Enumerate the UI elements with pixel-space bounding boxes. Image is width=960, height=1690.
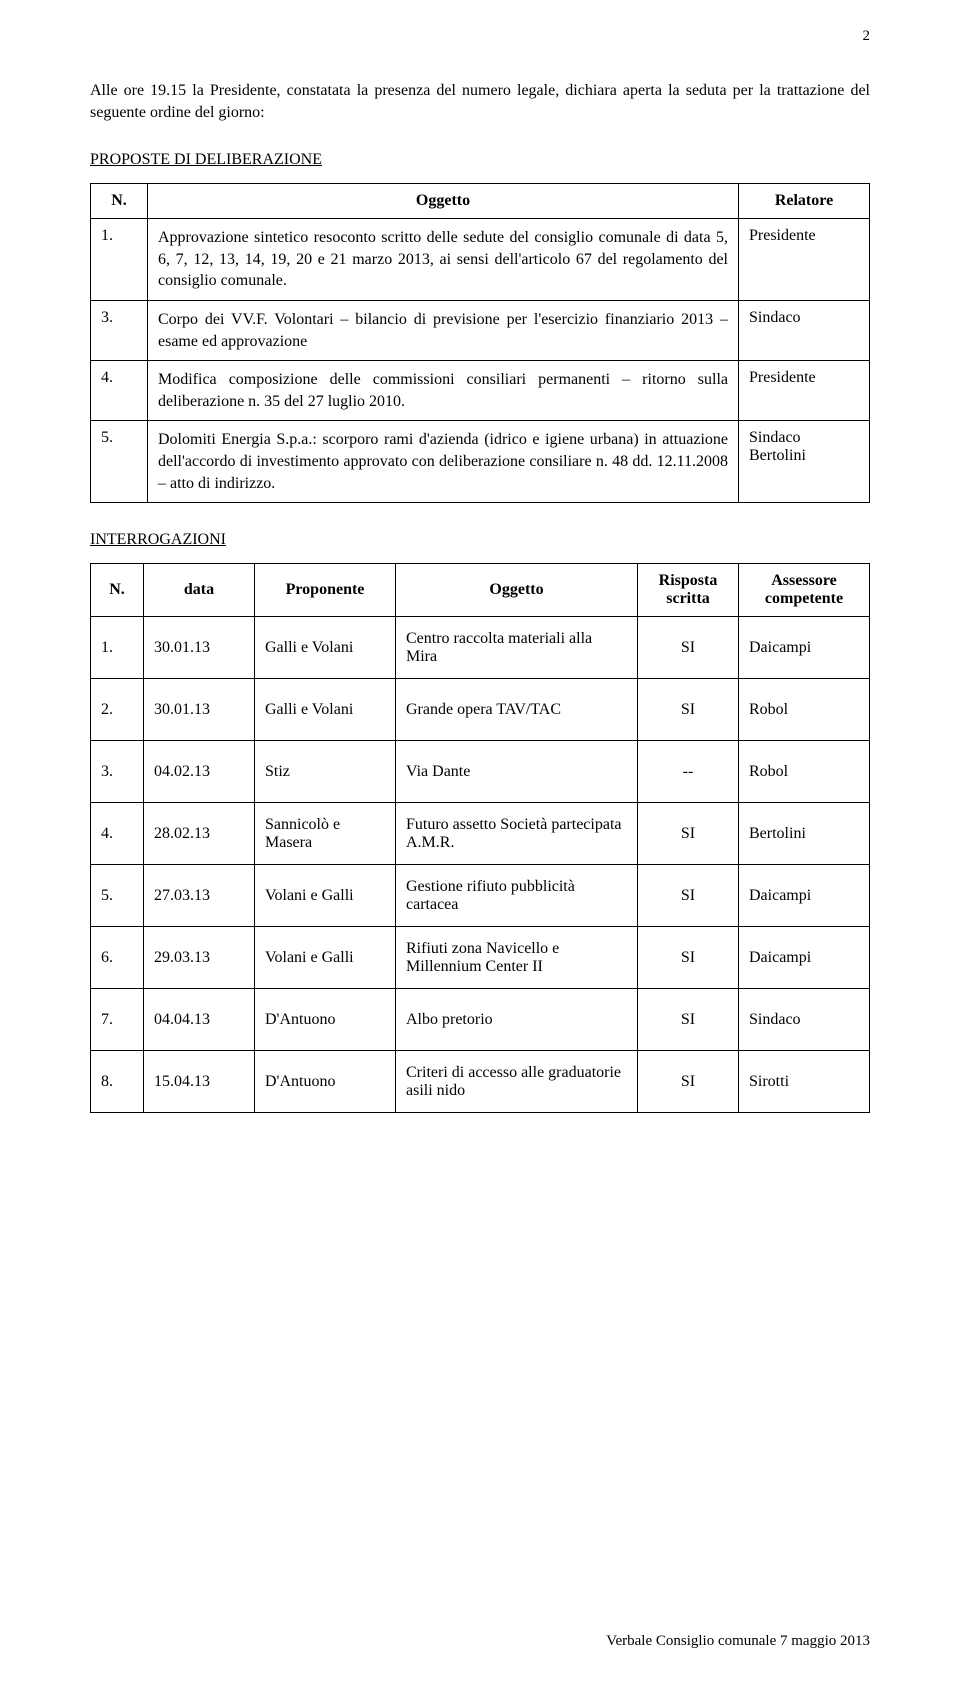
interrogazioni-row: 4.28.02.13Sannicolò e MaseraFuturo asset… [91,803,870,865]
proposte-cell-oggetto: Dolomiti Energia S.p.a.: scorporo rami d… [148,421,739,503]
interrogazioni-cell-oggetto: Rifiuti zona Navicello e Millennium Cent… [396,927,638,989]
proposte-row: 5.Dolomiti Energia S.p.a.: scorporo rami… [91,421,870,503]
interrogazioni-cell-assessore: Sirotti [739,1051,870,1113]
interrogazioni-cell-data: 04.02.13 [144,741,255,803]
interrogazioni-cell-assessore: Sindaco [739,989,870,1051]
interrogazioni-cell-risposta: SI [638,617,739,679]
interrogazioni-cell-oggetto: Albo pretorio [396,989,638,1051]
interrogazioni-cell-data: 27.03.13 [144,865,255,927]
intro-paragraph: Alle ore 19.15 la Presidente, constatata… [90,80,870,123]
proposte-row: 3.Corpo dei VV.F. Volontari – bilancio d… [91,300,870,360]
interrogazioni-row: 6.29.03.13Volani e GalliRifiuti zona Nav… [91,927,870,989]
interrogazioni-cell-assessore: Daicampi [739,865,870,927]
proposte-row: 4.Modifica composizione delle commission… [91,361,870,421]
proposte-header-n: N. [91,184,148,219]
interrogazioni-cell-proponente: Volani e Galli [255,927,396,989]
page-number: 2 [863,28,871,45]
interrogazioni-cell-proponente: Galli e Volani [255,679,396,741]
proposte-row: 1.Approvazione sintetico resoconto scrit… [91,219,870,301]
section-heading-proposte: PROPOSTE DI DELIBERAZIONE [90,151,870,169]
interrogazioni-cell-assessore: Daicampi [739,617,870,679]
proposte-cell-n: 4. [91,361,148,421]
interrogazioni-cell-n: 7. [91,989,144,1051]
interrogazioni-cell-oggetto: Grande opera TAV/TAC [396,679,638,741]
interrogazioni-cell-proponente: Stiz [255,741,396,803]
interrogazioni-table: N. data Proponente Oggetto Risposta scri… [90,563,870,1113]
proposte-header-row: N. Oggetto Relatore [91,184,870,219]
interrogazioni-body: 1.30.01.13Galli e VolaniCentro raccolta … [91,617,870,1113]
interrogazioni-row: 2.30.01.13Galli e VolaniGrande opera TAV… [91,679,870,741]
interrogazioni-cell-n: 3. [91,741,144,803]
interrogazioni-header-assessore: Assessore competente [739,564,870,617]
proposte-cell-relatore: Sindaco Bertolini [739,421,870,503]
interrogazioni-cell-assessore: Robol [739,679,870,741]
proposte-cell-n: 3. [91,300,148,360]
interrogazioni-cell-proponente: Volani e Galli [255,865,396,927]
proposte-cell-relatore: Presidente [739,219,870,301]
interrogazioni-cell-risposta: SI [638,1051,739,1113]
interrogazioni-cell-risposta: SI [638,927,739,989]
interrogazioni-cell-proponente: Sannicolò e Masera [255,803,396,865]
interrogazioni-cell-data: 04.04.13 [144,989,255,1051]
proposte-header-relatore: Relatore [739,184,870,219]
interrogazioni-row: 8.15.04.13D'AntuonoCriteri di accesso al… [91,1051,870,1113]
interrogazioni-cell-oggetto: Via Dante [396,741,638,803]
interrogazioni-cell-risposta: SI [638,865,739,927]
interrogazioni-cell-proponente: D'Antuono [255,1051,396,1113]
interrogazioni-cell-proponente: Galli e Volani [255,617,396,679]
interrogazioni-cell-n: 2. [91,679,144,741]
interrogazioni-cell-data: 30.01.13 [144,617,255,679]
interrogazioni-header-data: data [144,564,255,617]
footer-text: Verbale Consiglio comunale 7 maggio 2013 [606,1633,870,1650]
interrogazioni-cell-assessore: Daicampi [739,927,870,989]
interrogazioni-cell-oggetto: Centro raccolta materiali alla Mira [396,617,638,679]
interrogazioni-row: 7.04.04.13D'AntuonoAlbo pretorioSISindac… [91,989,870,1051]
interrogazioni-cell-assessore: Robol [739,741,870,803]
interrogazioni-cell-oggetto: Futuro assetto Società partecipata A.M.R… [396,803,638,865]
interrogazioni-cell-oggetto: Criteri di accesso alle graduatorie asil… [396,1051,638,1113]
interrogazioni-cell-risposta: SI [638,989,739,1051]
proposte-header-oggetto: Oggetto [148,184,739,219]
interrogazioni-cell-risposta: SI [638,679,739,741]
interrogazioni-cell-n: 8. [91,1051,144,1113]
interrogazioni-cell-proponente: D'Antuono [255,989,396,1051]
interrogazioni-cell-n: 5. [91,865,144,927]
interrogazioni-header-n: N. [91,564,144,617]
interrogazioni-header-proponente: Proponente [255,564,396,617]
proposte-table: N. Oggetto Relatore 1.Approvazione sinte… [90,183,870,503]
interrogazioni-cell-n: 1. [91,617,144,679]
interrogazioni-cell-data: 15.04.13 [144,1051,255,1113]
interrogazioni-row: 1.30.01.13Galli e VolaniCentro raccolta … [91,617,870,679]
proposte-cell-n: 5. [91,421,148,503]
interrogazioni-cell-oggetto: Gestione rifiuto pubblicità cartacea [396,865,638,927]
interrogazioni-header-row: N. data Proponente Oggetto Risposta scri… [91,564,870,617]
interrogazioni-cell-data: 29.03.13 [144,927,255,989]
proposte-cell-oggetto: Corpo dei VV.F. Volontari – bilancio di … [148,300,739,360]
interrogazioni-cell-data: 30.01.13 [144,679,255,741]
interrogazioni-row: 3.04.02.13StizVia Dante--Robol [91,741,870,803]
section-heading-interrogazioni: INTERROGAZIONI [90,531,870,549]
interrogazioni-cell-assessore: Bertolini [739,803,870,865]
proposte-cell-oggetto: Modifica composizione delle commissioni … [148,361,739,421]
interrogazioni-row: 5.27.03.13Volani e GalliGestione rifiuto… [91,865,870,927]
proposte-cell-relatore: Presidente [739,361,870,421]
proposte-cell-oggetto: Approvazione sintetico resoconto scritto… [148,219,739,301]
interrogazioni-header-oggetto: Oggetto [396,564,638,617]
interrogazioni-cell-n: 6. [91,927,144,989]
interrogazioni-cell-n: 4. [91,803,144,865]
proposte-cell-n: 1. [91,219,148,301]
interrogazioni-cell-risposta: SI [638,803,739,865]
interrogazioni-header-risposta: Risposta scritta [638,564,739,617]
interrogazioni-cell-risposta: -- [638,741,739,803]
interrogazioni-cell-data: 28.02.13 [144,803,255,865]
proposte-body: 1.Approvazione sintetico resoconto scrit… [91,219,870,503]
page-container: 2 Alle ore 19.15 la Presidente, constata… [0,0,960,1690]
proposte-cell-relatore: Sindaco [739,300,870,360]
